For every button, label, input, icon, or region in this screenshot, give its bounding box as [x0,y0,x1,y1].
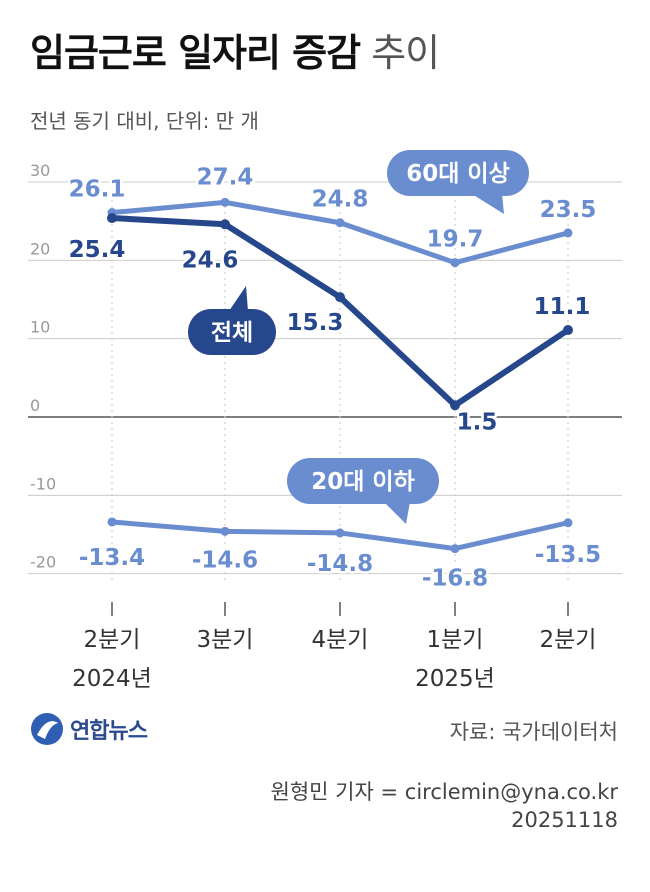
data-label: 24.6 [182,247,239,273]
y-tick-label: -20 [30,553,56,572]
publish-date: 20251118 [511,808,618,832]
callout-total-bubble [188,309,276,355]
x-year-label: 2025년 [415,666,495,692]
callout-age60-label: 60대 이상 [406,161,510,187]
y-tick-label: 20 [30,239,50,258]
data-label: -13.4 [79,545,145,571]
y-tick-label: -10 [30,474,56,493]
chart-title: 임금근로 일자리 증감 추이 [30,22,440,77]
data-label: -16.8 [422,566,488,592]
data-point [220,197,230,207]
data-label: -13.5 [535,542,601,568]
data-point [563,228,573,238]
x-year-label: 2024년 [72,666,152,692]
yonhap-logo: 연합뉴스 [28,710,148,748]
data-point [335,292,345,303]
data-point [450,544,460,554]
data-label: 11.1 [534,294,591,320]
data-label: -14.6 [192,547,258,573]
callout-total-label: 전체 [211,320,253,346]
x-tick-label: 3분기 [197,627,254,653]
callout-age20-pointer [384,502,410,524]
x-tick-label: 2분기 [540,627,597,653]
yonhap-logo-icon [31,713,63,745]
x-tick-label: 4분기 [312,627,369,653]
credit-block: 원형민 기자 = circlemin@yna.co.kr 20251118 [271,778,618,834]
data-point [335,218,345,228]
data-label: 15.3 [287,310,344,336]
callout-age20-bubble [287,458,439,504]
data-label: 26.1 [69,177,126,203]
data-label: 25.4 [69,237,126,263]
y-tick-label: 30 [30,161,50,180]
yonhap-logo-text: 연합뉴스 [70,719,148,744]
chart-title-suffix: 추이 [371,31,440,75]
source-note: 자료: 국가데이터처 [449,720,618,744]
line-chart: 30 20 10 0 -10 -20 2분기 2024년 3분기 4분기 1분기 2025년 2분기 26… [28,150,622,692]
callout-age60-pointer [472,194,504,214]
data-point [220,526,230,536]
data-point [335,528,345,538]
data-point [450,258,460,268]
data-label: 19.7 [427,227,484,253]
data-point [563,325,573,336]
reporter-credit: 원형민 기자 = circlemin@yna.co.kr [270,780,618,804]
data-point [220,219,230,230]
chart-subtitle: 전년 동기 대비, 단위: 만 개 [30,109,259,133]
data-label: 24.8 [312,187,369,213]
y-tick-label: 0 [30,396,40,415]
data-label: -14.8 [307,551,373,577]
x-tick-label: 1분기 [427,627,484,653]
data-point [107,213,117,224]
data-label: 23.5 [540,197,597,223]
data-point [563,518,573,528]
x-tick-label: 2분기 [84,627,141,653]
data-label: 27.4 [197,164,254,190]
data-label: 1.5 [457,409,498,435]
data-point [107,517,117,527]
callout-age60-bubble [387,150,529,196]
callout-total-pointer [229,286,248,311]
y-tick-label: 10 [30,318,50,337]
data-point [450,400,460,411]
callout-age20-label: 20대 이하 [311,469,415,495]
chart-title-main: 임금근로 일자리 증감 [30,31,361,75]
